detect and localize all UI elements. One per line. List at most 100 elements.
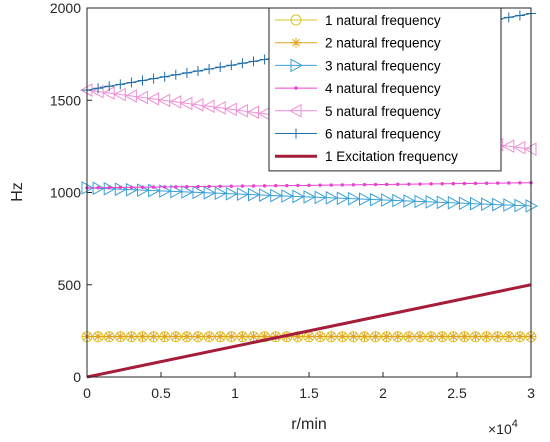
legend-marker bbox=[290, 14, 302, 26]
legend-entry: 6 natural frequency bbox=[275, 127, 441, 142]
legend-box bbox=[268, 7, 502, 172]
data-point bbox=[496, 181, 500, 185]
data-point bbox=[403, 194, 416, 208]
data-point bbox=[135, 90, 148, 105]
data-point bbox=[518, 181, 522, 185]
data-point bbox=[237, 331, 248, 342]
data-point bbox=[126, 77, 137, 88]
data-point bbox=[104, 331, 115, 342]
data-point bbox=[214, 186, 228, 201]
data-point bbox=[170, 331, 181, 342]
legend-label: 2 natural frequency bbox=[325, 36, 441, 51]
data-point bbox=[157, 93, 171, 108]
data-point bbox=[224, 102, 237, 117]
x-tick-label: 3 bbox=[527, 385, 535, 401]
data-point bbox=[192, 185, 206, 200]
data-point bbox=[381, 331, 392, 342]
data-point bbox=[215, 62, 226, 73]
data-point bbox=[514, 198, 527, 213]
data-point bbox=[314, 190, 328, 205]
data-point bbox=[296, 183, 300, 188]
data-point bbox=[329, 183, 333, 187]
data-point bbox=[229, 184, 233, 188]
y-tick-label: 1000 bbox=[50, 185, 81, 201]
data-point bbox=[362, 182, 367, 187]
legend-entry: 3 natural frequency bbox=[275, 58, 441, 73]
data-point bbox=[181, 67, 192, 78]
data-point bbox=[503, 331, 514, 342]
data-point bbox=[248, 56, 259, 67]
data-point bbox=[203, 186, 217, 200]
legend-marker bbox=[294, 86, 298, 90]
data-point bbox=[185, 185, 189, 189]
data-point bbox=[137, 75, 148, 86]
data-point bbox=[124, 89, 137, 103]
series-7 bbox=[86, 283, 532, 379]
data-point bbox=[514, 10, 525, 21]
data-point bbox=[392, 331, 403, 342]
data-point bbox=[126, 331, 137, 342]
legend-label: 1 natural frequency bbox=[325, 13, 441, 28]
data-point bbox=[318, 183, 322, 187]
ticks-layer: 0 0.5 1 1.5 2 2.5 3 0 500 1000 1500 2000 bbox=[50, 0, 535, 401]
data-point bbox=[118, 185, 123, 190]
data-point bbox=[170, 69, 181, 80]
data-point bbox=[304, 331, 314, 342]
data-point bbox=[96, 186, 100, 190]
data-point bbox=[226, 331, 237, 342]
x-multiplier-base: ×10 bbox=[488, 421, 512, 437]
data-point bbox=[326, 331, 337, 342]
data-point bbox=[381, 193, 394, 207]
data-point bbox=[113, 87, 126, 102]
y-axis-label: Hz bbox=[9, 182, 26, 202]
x-multiplier-exponent: 4 bbox=[512, 418, 518, 430]
legend-label: 6 natural frequency bbox=[325, 127, 441, 142]
data-point bbox=[207, 184, 211, 189]
x-tick-label: 1.5 bbox=[299, 385, 319, 401]
data-point bbox=[235, 103, 248, 118]
data-point bbox=[484, 181, 489, 185]
x-axis-multiplier: ×104 bbox=[488, 418, 518, 437]
legend-entry: 1 Excitation frequency bbox=[275, 149, 458, 164]
x-tick-label: 2 bbox=[379, 385, 387, 401]
legend-marker bbox=[291, 37, 301, 48]
x-tick-label: 2.5 bbox=[447, 385, 467, 401]
data-point bbox=[240, 184, 245, 188]
x-tick-label: 1 bbox=[231, 385, 239, 401]
data-point bbox=[396, 182, 400, 186]
legend-label: 3 natural frequency bbox=[325, 58, 441, 73]
data-point bbox=[418, 182, 422, 186]
data-point bbox=[370, 192, 383, 207]
data-point bbox=[115, 331, 126, 342]
data-point bbox=[168, 95, 182, 109]
legend-entry: 5 natural frequency bbox=[275, 104, 441, 119]
data-point bbox=[392, 193, 405, 208]
data-point bbox=[292, 331, 303, 342]
data-point bbox=[470, 196, 483, 211]
y-tick-label: 500 bbox=[58, 277, 82, 293]
y-tick-label: 2000 bbox=[50, 0, 81, 16]
data-point bbox=[303, 190, 317, 204]
data-point bbox=[459, 331, 470, 342]
data-point bbox=[259, 54, 270, 65]
data-point bbox=[336, 191, 350, 206]
data-point bbox=[503, 198, 516, 212]
data-point bbox=[307, 183, 311, 188]
data-point bbox=[204, 331, 215, 342]
data-point bbox=[512, 140, 526, 155]
data-point bbox=[501, 139, 515, 154]
data-point bbox=[215, 331, 226, 342]
data-point bbox=[340, 183, 344, 187]
data-point bbox=[148, 73, 159, 84]
data-point bbox=[270, 188, 283, 203]
data-point bbox=[159, 71, 170, 82]
data-point bbox=[503, 12, 514, 23]
data-point bbox=[440, 182, 444, 186]
data-point bbox=[492, 197, 505, 212]
data-point bbox=[129, 185, 134, 190]
data-point bbox=[190, 98, 204, 112]
data-point bbox=[337, 331, 348, 342]
data-point bbox=[447, 195, 461, 210]
data-point bbox=[213, 100, 226, 115]
data-point bbox=[218, 184, 222, 189]
